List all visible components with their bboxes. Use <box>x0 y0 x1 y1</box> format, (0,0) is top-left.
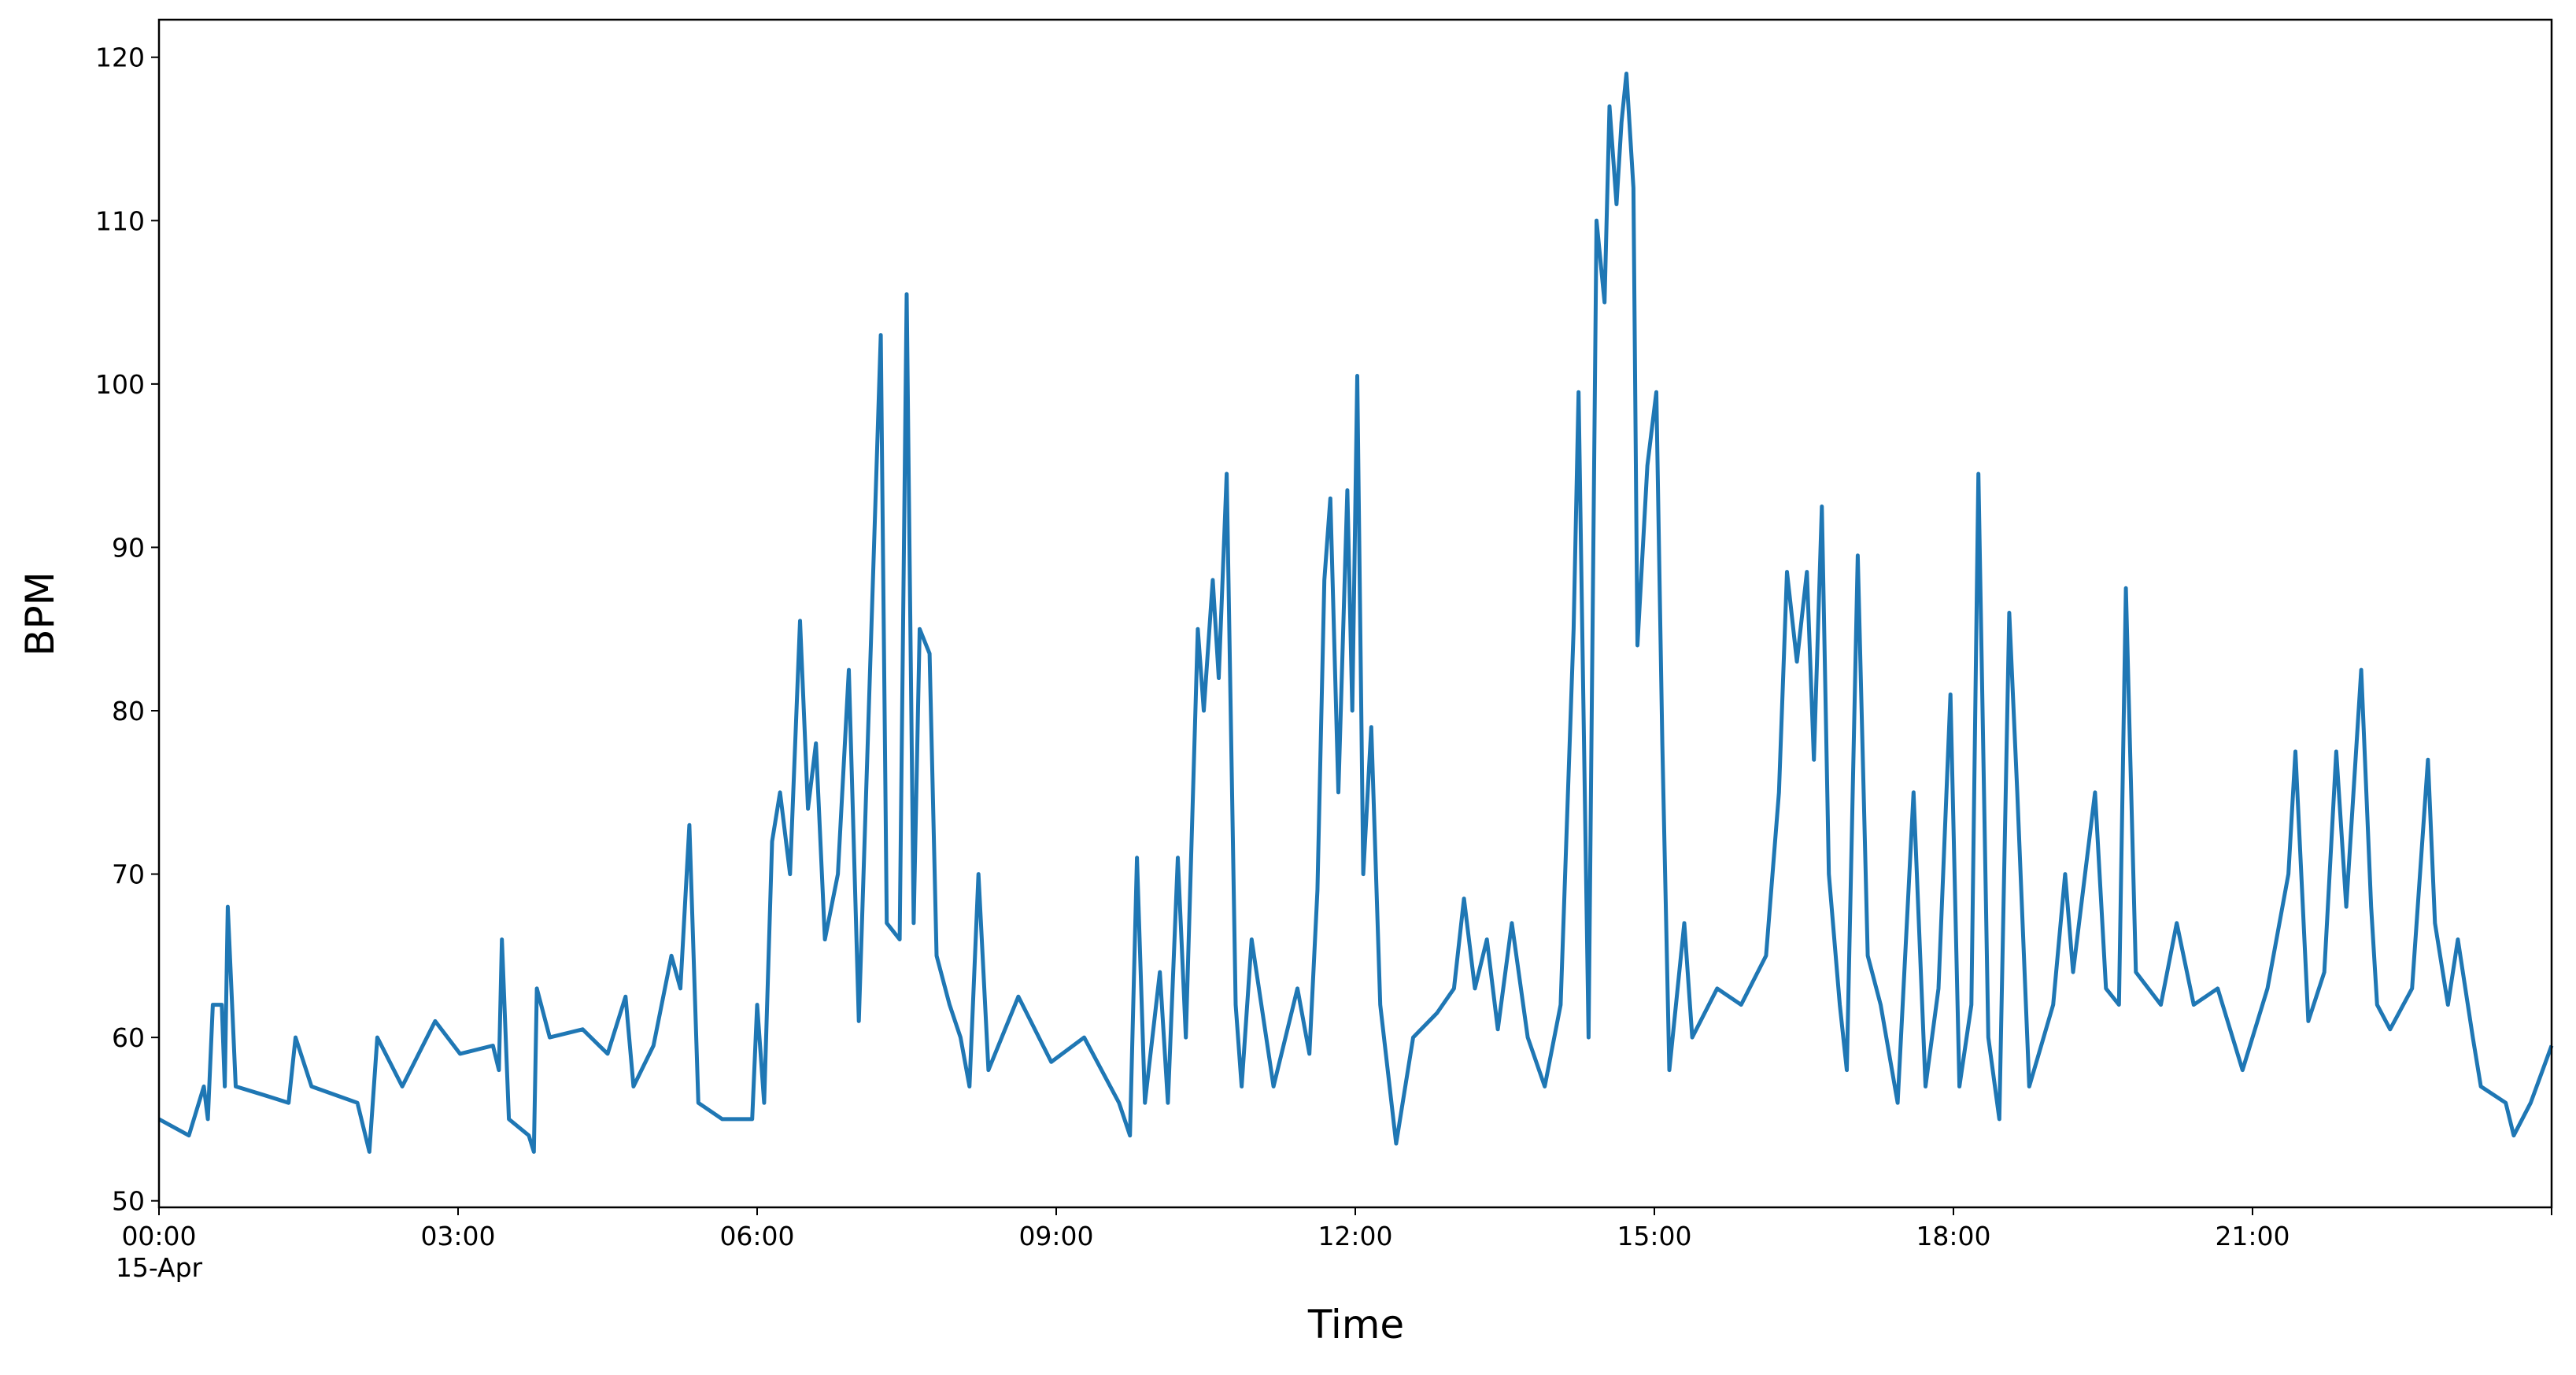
y-tick-label: 60 <box>112 1022 145 1053</box>
plot-frame <box>157 18 2553 1209</box>
x-tick-label: 18:00 <box>1916 1221 1990 1251</box>
x-tick-label: 15:00 <box>1617 1221 1691 1251</box>
y-tick-label: 110 <box>95 205 145 236</box>
y-tick-label: 50 <box>112 1186 145 1217</box>
x-date-label: 15-Apr <box>116 1252 203 1283</box>
x-tick-label: 03:00 <box>420 1221 495 1251</box>
heart-rate-line <box>157 72 2554 1154</box>
y-tick-label: 100 <box>95 369 145 400</box>
x-axis-label: Time <box>1307 1302 1404 1347</box>
y-tick-label: 120 <box>95 43 145 73</box>
y-tick-label: 70 <box>112 859 145 890</box>
x-tick-label: 06:00 <box>719 1221 794 1251</box>
x-tick-label: 21:00 <box>2215 1221 2290 1251</box>
x-tick-label: 12:00 <box>1318 1221 1392 1251</box>
x-tick-label: 00:00 <box>121 1221 196 1251</box>
y-tick-label: 90 <box>112 532 145 563</box>
y-axis-label: BPM <box>17 571 63 656</box>
x-tick-label: 09:00 <box>1018 1221 1093 1251</box>
y-tick-label: 80 <box>112 696 145 726</box>
